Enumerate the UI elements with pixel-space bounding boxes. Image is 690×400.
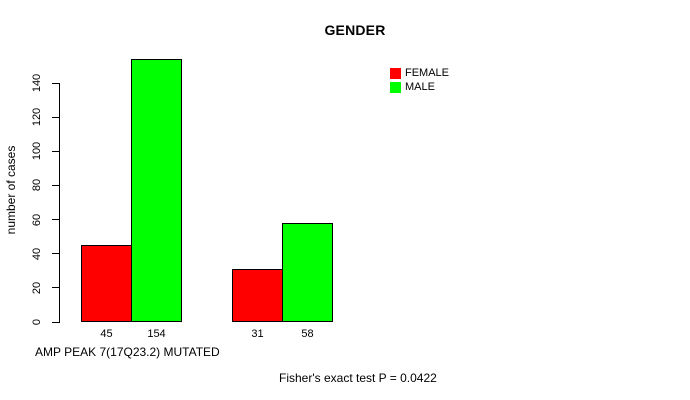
y-tick — [52, 219, 59, 221]
y-tick — [52, 253, 59, 255]
bar-female-group1 — [81, 245, 132, 322]
y-tick — [52, 150, 59, 152]
legend-item-female: FEMALE — [390, 66, 449, 80]
y-tick-label: 0 — [31, 318, 43, 326]
y-tick-label: 100 — [31, 142, 43, 161]
y-tick — [52, 184, 59, 186]
stat-annotation: Fisher's exact test P = 0.0422 — [279, 371, 437, 385]
bar-value-label: 58 — [301, 328, 314, 340]
y-axis-title: number of cases — [4, 145, 18, 235]
bar-male-group1 — [131, 59, 182, 322]
bar-value-label: 154 — [147, 328, 166, 340]
female-color-swatch — [390, 67, 401, 79]
y-tick — [52, 82, 59, 84]
bar-value-label: 45 — [100, 328, 113, 340]
y-tick-label: 40 — [31, 247, 43, 260]
bar-value-label: 31 — [251, 328, 264, 340]
y-tick — [52, 287, 59, 289]
y-tick-label: 60 — [31, 213, 43, 226]
y-tick-label: 140 — [31, 73, 43, 93]
y-tick — [52, 116, 59, 118]
bar-male-group2 — [282, 222, 333, 322]
legend-label-female: FEMALE — [405, 66, 450, 79]
legend-item-male: MALE — [390, 80, 449, 94]
bar-female-group2 — [232, 269, 283, 322]
legend: FEMALE MALE — [390, 66, 449, 94]
x-category-label: AMP PEAK 7(17Q23.2) MUTATED — [35, 345, 220, 359]
y-tick-label: 80 — [31, 179, 43, 192]
chart-title: GENDER — [324, 22, 386, 38]
legend-label-male: MALE — [405, 80, 435, 93]
y-tick — [52, 321, 59, 323]
male-color-swatch — [390, 81, 401, 93]
y-tick-label: 120 — [31, 107, 43, 127]
y-axis-line — [59, 83, 60, 323]
y-tick-label: 20 — [31, 281, 43, 294]
